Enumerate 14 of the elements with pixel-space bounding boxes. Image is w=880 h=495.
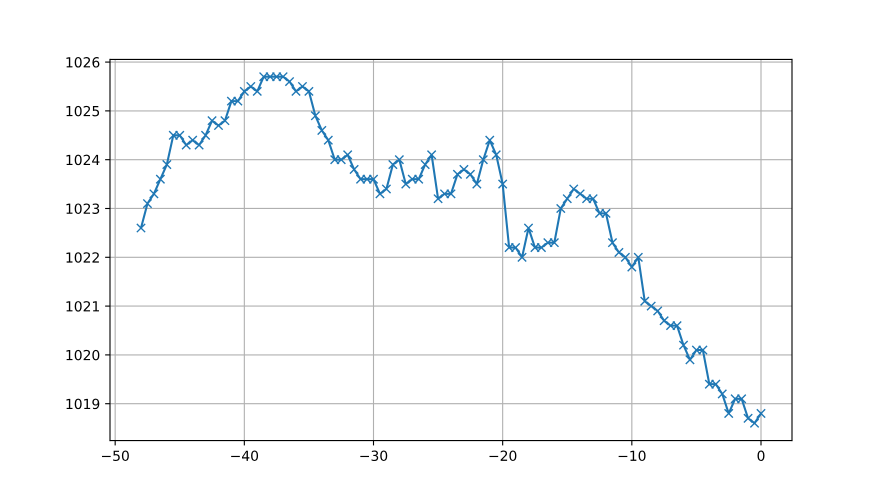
x-tick-label: −40 xyxy=(231,450,258,462)
y-tick-label: 1019 xyxy=(66,398,100,410)
x-tick-label: −30 xyxy=(360,450,388,462)
y-tick-label: 1026 xyxy=(66,57,100,68)
x-tick-label: 0 xyxy=(757,450,764,462)
y-tick-label: 1023 xyxy=(66,203,100,214)
x-tick-label: −20 xyxy=(489,450,516,462)
x-tick-label: −50 xyxy=(102,450,129,462)
y-tick-label: 1021 xyxy=(66,301,99,312)
y-tick-label: 1025 xyxy=(66,106,100,116)
x-tick-label: −10 xyxy=(618,450,646,462)
y-tick-label: 1024 xyxy=(66,154,100,166)
y-tick-label: 1020 xyxy=(66,350,100,360)
y-tick-label: 1022 xyxy=(66,252,99,263)
